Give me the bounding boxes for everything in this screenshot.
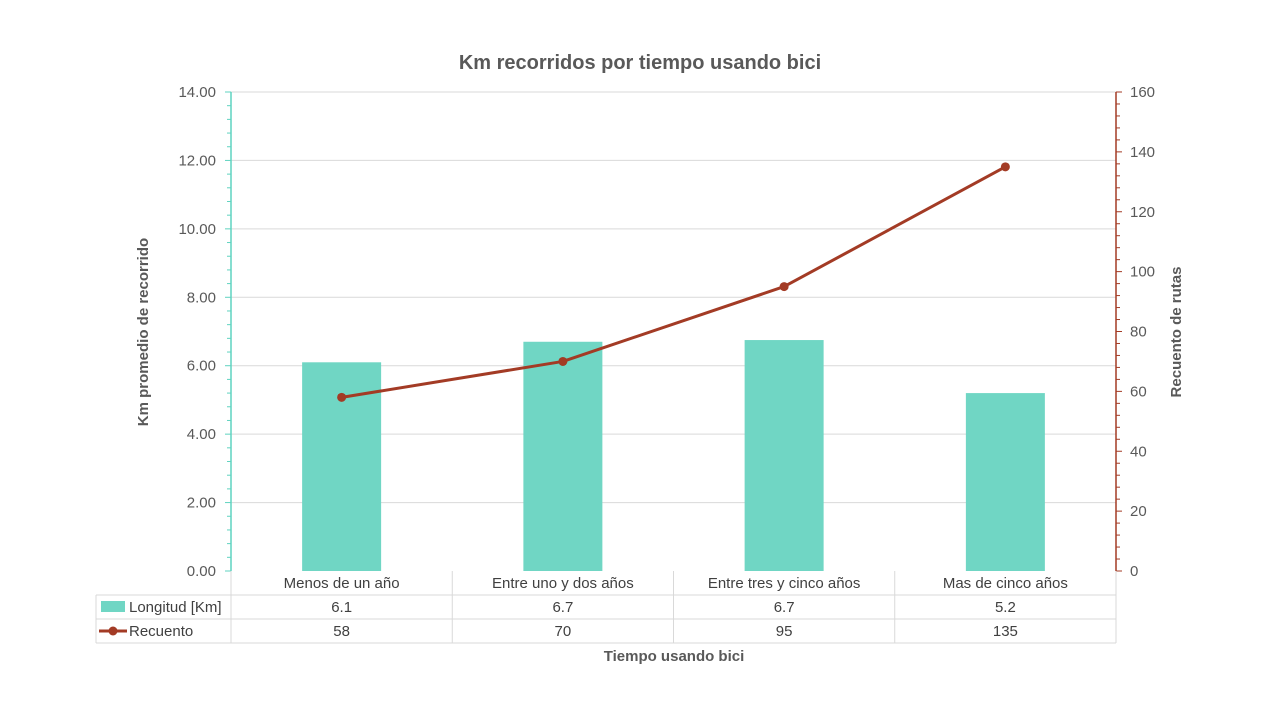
- line-point: [337, 392, 347, 402]
- y2-tick-label: 20: [1130, 503, 1147, 520]
- bar-series: [302, 340, 1045, 571]
- y-tick-label: 6.00: [187, 358, 216, 375]
- y2-axis-title: Recuento de rutas: [1168, 267, 1185, 398]
- bar: [965, 393, 1045, 571]
- legend-label: Recuento: [129, 623, 193, 640]
- bar: [744, 340, 824, 571]
- y-tick-label: 0.00: [187, 563, 216, 580]
- line-point: [558, 356, 568, 366]
- x-axis-title: Tiempo usando bici: [604, 648, 745, 665]
- y-tick-label: 10.00: [178, 221, 216, 238]
- y2-tick-label: 160: [1130, 84, 1155, 101]
- right-y-axis: 0 20 40 60 80 100 120 140 160: [1115, 84, 1155, 580]
- y2-tick-label: 140: [1130, 144, 1155, 161]
- y-tick-label: 2.00: [187, 495, 216, 512]
- table-cell: 70: [555, 623, 572, 640]
- y-tick-label: 4.00: [187, 426, 216, 443]
- x-tick-label: Entre tres y cinco años: [708, 575, 861, 592]
- y-tick-label: 14.00: [178, 84, 216, 101]
- table-cell: 58: [333, 623, 350, 640]
- x-tick-label: Menos de un año: [284, 575, 400, 592]
- y-axis-title: Km promedio de recorrido: [135, 238, 152, 426]
- table-cell: 6.1: [331, 599, 352, 616]
- data-table: Menos de un año Entre uno y dos años Entre…: [95, 571, 1117, 644]
- y2-tick-label: 60: [1130, 383, 1147, 400]
- left-y-axis: 0.00 2.00 4.00 6.00 8.00 10.00 12.00 14.00: [178, 84, 232, 580]
- table-cell: 5.2: [995, 599, 1016, 616]
- line-point: [779, 282, 789, 292]
- x-tick-label: Mas de cinco años: [943, 575, 1068, 592]
- y2-tick-label: 120: [1130, 204, 1155, 221]
- y2-tick-label: 100: [1130, 264, 1155, 281]
- chart-title: Km recorridos por tiempo usando bici: [459, 52, 821, 74]
- table-cell: 135: [993, 623, 1018, 640]
- line-series: [337, 162, 1010, 402]
- y2-tick-label: 0: [1130, 563, 1138, 580]
- x-tick-label: Entre uno y dos años: [492, 575, 634, 592]
- y-tick-label: 8.00: [187, 289, 216, 306]
- table-cell: 6.7: [774, 599, 795, 616]
- y-tick-label: 12.00: [178, 152, 216, 169]
- line-point: [1000, 162, 1010, 172]
- table-cell: 6.7: [552, 599, 573, 616]
- bar: [523, 341, 603, 571]
- legend-label: Longitud [Km]: [129, 599, 222, 616]
- legend-key-bar: [101, 601, 125, 612]
- y2-tick-label: 80: [1130, 324, 1147, 341]
- y2-tick-label: 40: [1130, 443, 1147, 460]
- table-cell: 95: [776, 623, 793, 640]
- series-line: [341, 165, 1007, 399]
- legend-key-marker: [108, 626, 118, 636]
